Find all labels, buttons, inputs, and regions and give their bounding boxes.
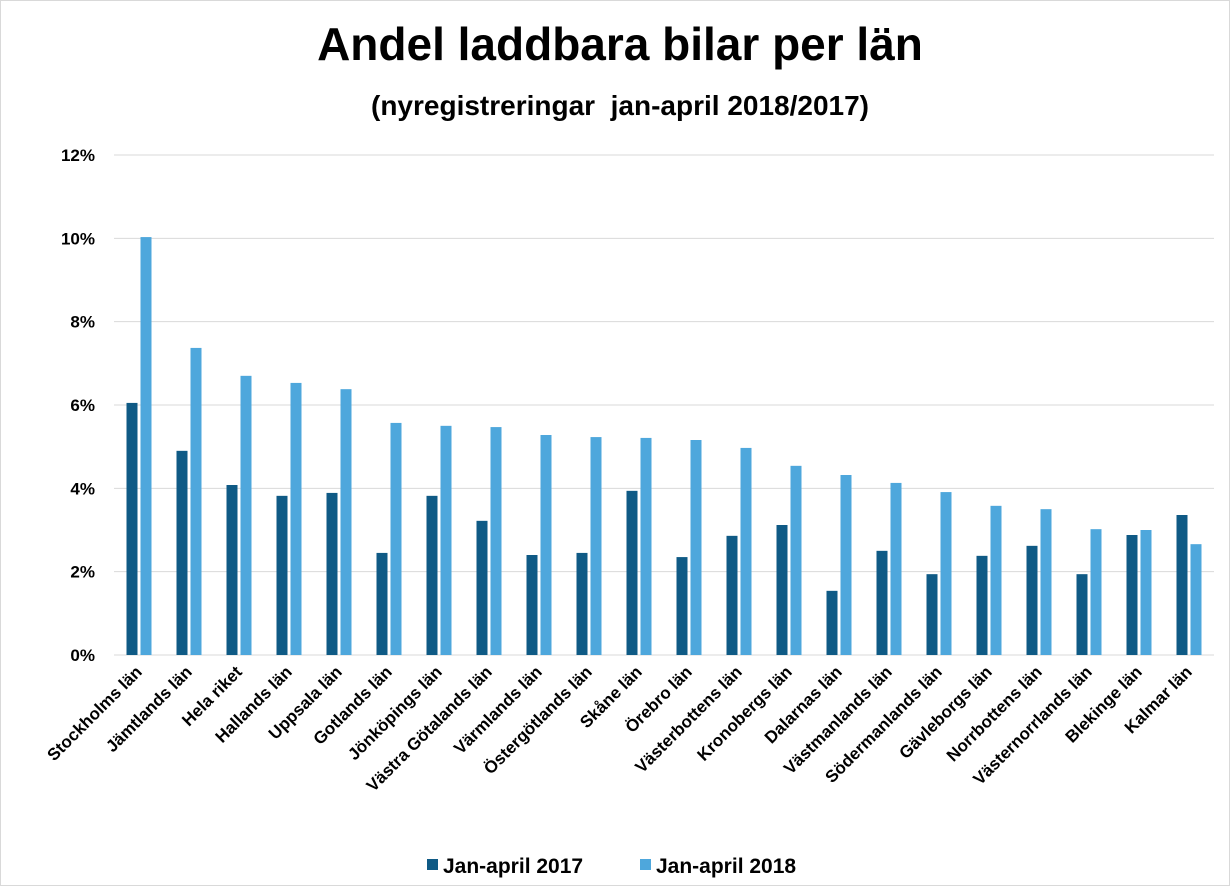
bar (1026, 545, 1038, 655)
bar (626, 490, 638, 655)
bar (126, 402, 138, 655)
legend-swatch (640, 859, 651, 870)
bar (590, 437, 602, 655)
bar (776, 525, 788, 655)
chart-subtitle: (nyregistreringar jan-april 2018/2017) (371, 90, 869, 121)
legend-label: Jan-april 2017 (443, 855, 583, 878)
bar (740, 447, 752, 655)
bar (290, 382, 302, 655)
bar (190, 347, 202, 655)
bar (426, 495, 438, 655)
bar (376, 552, 388, 655)
y-tick-label: 12% (61, 146, 95, 165)
bar (826, 590, 838, 655)
bar (690, 440, 702, 655)
bar (1076, 574, 1088, 655)
bar (1190, 544, 1202, 655)
bar (276, 495, 288, 655)
legend-swatch (427, 859, 438, 870)
bar (976, 555, 988, 655)
bar (940, 492, 952, 655)
bar (326, 492, 338, 655)
bar (390, 422, 402, 655)
bar (676, 557, 688, 655)
bar (1176, 515, 1188, 655)
y-tick-label: 8% (70, 313, 95, 332)
bar (1090, 529, 1102, 655)
y-tick-label: 0% (70, 646, 95, 665)
bar (990, 505, 1002, 655)
bar (476, 520, 488, 655)
y-tick-label: 6% (70, 396, 95, 415)
y-tick-label: 4% (70, 479, 95, 498)
bar (176, 450, 188, 655)
bar (490, 427, 502, 655)
y-tick-label: 2% (70, 563, 95, 582)
bar (790, 465, 802, 655)
bar (576, 552, 588, 655)
bar (840, 475, 852, 655)
bar (340, 389, 352, 655)
bar (1126, 535, 1138, 655)
bar (876, 550, 888, 655)
bar (226, 485, 238, 655)
bar (1040, 509, 1052, 655)
bar (140, 237, 152, 656)
bar (890, 482, 902, 655)
bar (726, 535, 738, 655)
bar (440, 425, 452, 655)
y-tick-label: 10% (61, 229, 95, 248)
bar (926, 574, 938, 655)
bar (1140, 530, 1152, 655)
bar (526, 555, 538, 655)
bar (540, 435, 552, 655)
bar (240, 375, 252, 655)
chart-title: Andel laddbara bilar per län (317, 18, 923, 70)
bar (640, 437, 652, 655)
legend-label: Jan-april 2018 (656, 855, 796, 878)
